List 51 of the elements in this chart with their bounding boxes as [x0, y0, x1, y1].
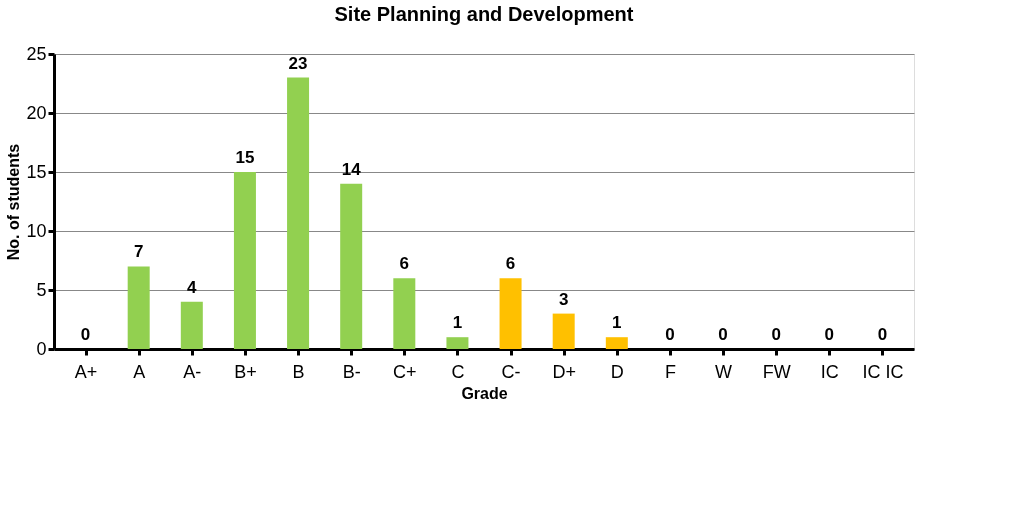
data-label: 6 — [399, 254, 410, 274]
y-tick-label: 15 — [26, 161, 47, 182]
data-label: 7 — [133, 242, 144, 262]
x-tick-label: W — [715, 361, 733, 382]
x-tick-label: D — [610, 361, 624, 382]
x-tick-label: B- — [342, 361, 361, 382]
data-label: 0 — [877, 325, 888, 344]
y-axis-title: No. of students — [5, 143, 23, 261]
data-label: 4 — [187, 277, 198, 297]
x-tick-label: B — [292, 361, 305, 382]
x-tick-label: IC IC — [862, 361, 904, 382]
data-label: 0 — [718, 325, 728, 344]
x-axis-title: Grade — [461, 384, 508, 402]
bar — [287, 77, 310, 349]
data-label: 0 — [771, 325, 781, 344]
data-label: 15 — [235, 148, 255, 167]
data-label: 0 — [824, 325, 835, 344]
y-tick-label: 0 — [36, 338, 47, 359]
x-tick-label: A — [133, 361, 146, 382]
x-tick-label: C- — [501, 361, 521, 382]
x-tick-label: IC — [820, 361, 839, 382]
data-label: 0 — [80, 325, 91, 344]
x-tick-label: D+ — [552, 361, 576, 382]
data-label: 23 — [288, 53, 308, 73]
bar — [233, 172, 256, 349]
x-tick-label: A- — [183, 361, 202, 382]
data-label: 0 — [665, 325, 675, 344]
x-tick-label: F — [664, 361, 676, 382]
x-tick-label: B+ — [234, 361, 257, 382]
data-label: 6 — [505, 254, 516, 274]
bar — [393, 278, 416, 349]
bar — [552, 313, 575, 349]
bar — [605, 337, 628, 349]
data-label: 1 — [612, 313, 622, 333]
x-tick-label: C+ — [393, 361, 417, 382]
y-tick-label: 5 — [36, 279, 47, 300]
y-tick-label: 25 — [26, 43, 47, 64]
bar — [340, 183, 363, 349]
x-tick-label: A+ — [74, 361, 98, 382]
x-tick-label: FW — [762, 361, 791, 382]
bar — [446, 337, 469, 349]
x-tick-label: C — [451, 361, 465, 382]
bar — [499, 278, 522, 349]
y-tick-label: 10 — [26, 220, 47, 241]
data-label: 14 — [341, 159, 362, 179]
y-tick-label: 20 — [26, 102, 47, 123]
data-label: 1 — [452, 313, 463, 333]
data-label: 3 — [558, 289, 569, 309]
bar — [127, 266, 150, 349]
bar — [180, 301, 203, 349]
chart-title: Site Planning and Development — [334, 3, 634, 25]
